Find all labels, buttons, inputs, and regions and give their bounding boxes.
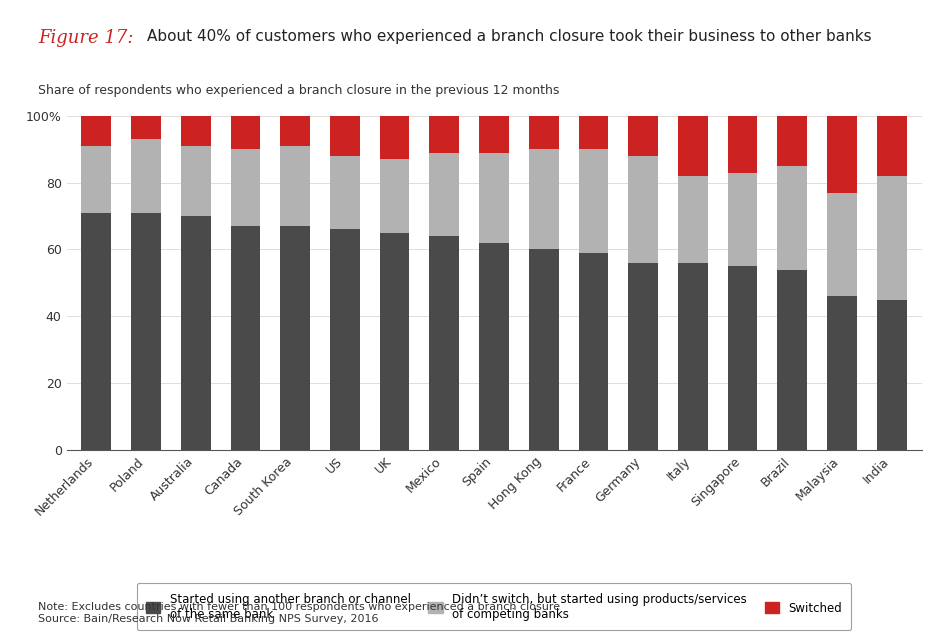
Bar: [429, 152, 459, 236]
Bar: [529, 149, 559, 249]
Bar: [429, 116, 459, 152]
Bar: [330, 116, 360, 156]
Bar: [82, 213, 111, 450]
Bar: [628, 116, 658, 156]
Bar: [728, 266, 757, 450]
Bar: [380, 233, 409, 450]
Bar: [479, 152, 509, 243]
Text: About 40% of customers who experienced a branch closure took their business to o: About 40% of customers who experienced a…: [147, 29, 872, 44]
Bar: [579, 116, 608, 149]
Bar: [827, 193, 857, 296]
Bar: [131, 139, 161, 213]
Bar: [728, 116, 757, 172]
Bar: [777, 116, 807, 166]
Bar: [180, 216, 211, 450]
Bar: [579, 149, 608, 253]
Bar: [429, 236, 459, 450]
Bar: [678, 116, 708, 176]
Bar: [231, 226, 260, 450]
Bar: [131, 213, 161, 450]
Text: Figure 17:: Figure 17:: [38, 29, 134, 47]
Bar: [280, 116, 310, 146]
Bar: [877, 116, 906, 176]
Bar: [877, 300, 906, 450]
Bar: [827, 116, 857, 193]
Bar: [330, 156, 360, 230]
Bar: [628, 263, 658, 450]
Bar: [131, 116, 161, 139]
Bar: [380, 159, 409, 233]
Bar: [180, 116, 211, 146]
Bar: [280, 146, 310, 226]
Text: Share of respondents who experienced a branch closure in the previous 12 months: Share of respondents who experienced a b…: [38, 84, 560, 96]
Bar: [529, 116, 559, 149]
Bar: [728, 172, 757, 266]
Bar: [380, 116, 409, 159]
Bar: [82, 146, 111, 213]
Bar: [82, 116, 111, 146]
Bar: [479, 243, 509, 450]
Bar: [180, 146, 211, 216]
Legend: Started using another branch or channel
of the same bank, Didn’t switch, but sta: Started using another branch or channel …: [137, 583, 851, 630]
Bar: [231, 149, 260, 226]
Bar: [678, 176, 708, 263]
Bar: [777, 166, 807, 269]
Text: Note: Excludes countries with fewer than 100 respondents who experienced a branc: Note: Excludes countries with fewer than…: [38, 602, 560, 624]
Bar: [678, 263, 708, 450]
Bar: [479, 116, 509, 152]
Bar: [330, 230, 360, 450]
Bar: [777, 269, 807, 450]
Bar: [529, 249, 559, 450]
Bar: [280, 226, 310, 450]
Bar: [827, 296, 857, 450]
Bar: [231, 116, 260, 149]
Bar: [877, 176, 906, 300]
Bar: [628, 156, 658, 263]
Bar: [579, 253, 608, 450]
